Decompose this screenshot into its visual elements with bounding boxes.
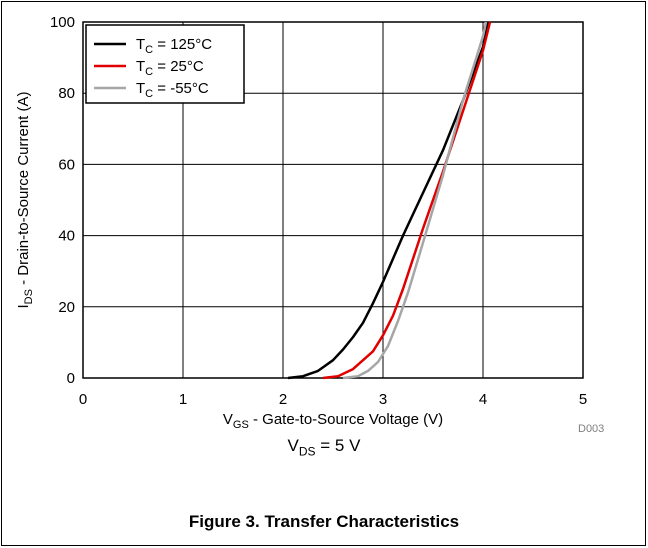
- y-tick-label: 20: [58, 299, 75, 316]
- x-tick-label: 5: [579, 391, 587, 408]
- series-line-2: [342, 21, 488, 380]
- legend-box: [85, 24, 245, 104]
- figure-code: D003: [578, 423, 605, 435]
- x-tick-label: 2: [279, 391, 287, 408]
- x-tick-label: 0: [79, 391, 87, 408]
- y-axis-title: IDS - Drain-to-Source Current (A): [15, 91, 35, 308]
- legend-label-2: TC = -55°C: [136, 80, 209, 100]
- condition-main: V: [287, 436, 299, 455]
- x-tick-label: 3: [379, 391, 387, 408]
- x-tick-label: 4: [479, 391, 487, 408]
- figure-caption: Figure 3. Transfer Characteristics: [188, 512, 460, 531]
- test-condition: VDS = 5 V: [0, 436, 648, 458]
- y-tick-label: 60: [58, 156, 75, 173]
- x-axis-title: VGS - Gate-to-Source Voltage (V): [223, 411, 443, 431]
- y-tick-label: 0: [67, 370, 75, 387]
- condition-rest: = 5 V: [315, 436, 361, 455]
- series-line-0: [287, 21, 490, 380]
- legend-label-1: TC = 25°C: [136, 58, 204, 78]
- y-tick-label: 40: [58, 228, 75, 245]
- condition-sub: DS: [298, 444, 316, 459]
- series-line-1: [322, 21, 492, 380]
- legend-label-0: TC = 125°C: [136, 36, 212, 56]
- y-tick-label: 80: [58, 85, 75, 102]
- y-tick-label: 100: [50, 14, 75, 31]
- x-tick-label: 1: [179, 391, 187, 408]
